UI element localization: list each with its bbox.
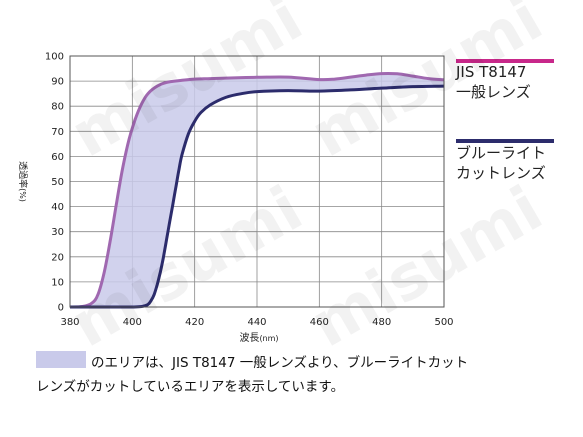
y-tick-label: 0: [58, 303, 64, 314]
y-tick-label: 20: [51, 252, 64, 263]
legend-line-bluecut-lens: [456, 139, 554, 143]
x-tick-label: 440: [247, 317, 266, 328]
x-tick-label: 400: [123, 317, 142, 328]
y-tick-label: 10: [51, 277, 64, 288]
x-tick-label: 460: [310, 317, 329, 328]
note-area-swatch: [36, 351, 86, 368]
x-tick-label: 500: [434, 317, 453, 328]
y-tick-label: 70: [51, 127, 64, 138]
y-tick-label: 50: [51, 177, 64, 188]
plot-frame: [69, 55, 445, 308]
y-tick-label: 40: [51, 202, 64, 213]
x-axis-label-text: 波長: [239, 331, 259, 344]
y-tick-label: 90: [51, 77, 64, 88]
y-tick-label: 80: [51, 102, 64, 113]
x-tick-label: 420: [185, 317, 204, 328]
legend-label-general-lens: JIS T8147 一般レンズ: [456, 63, 531, 101]
y-tick-label: 30: [51, 227, 64, 238]
series-line-bluecut-lens: [69, 84, 445, 309]
series-line-general-lens: [69, 71, 445, 309]
note-line-1: のエリアは、JIS T8147 一般レンズより、ブルーライトカット: [91, 355, 469, 371]
y-tick-label: 100: [45, 52, 64, 63]
x-tick-labels: 380 400 420 440 460 480 500: [60, 317, 453, 328]
legend-label-bluecut-lens: ブルーライト カットレンズ: [456, 144, 547, 182]
x-tick-label: 380: [60, 317, 79, 328]
y-axis-unit: (%): [18, 188, 27, 202]
y-axis-label-text: 透過率: [17, 161, 29, 188]
y-tick-label: 60: [51, 152, 64, 163]
note-line-2: レンズがカットしているエリアを表示しています。: [36, 379, 345, 395]
x-axis-label: 波長(nm): [239, 331, 278, 344]
y-axis-label: 透過率(%): [17, 161, 29, 202]
y-tick-labels: 0 10 20 30 40 50 60 70 80 90 100: [45, 52, 64, 314]
x-tick-label: 480: [372, 317, 391, 328]
x-axis-unit: (nm): [259, 334, 278, 343]
legend-line-general-lens: [456, 59, 554, 63]
